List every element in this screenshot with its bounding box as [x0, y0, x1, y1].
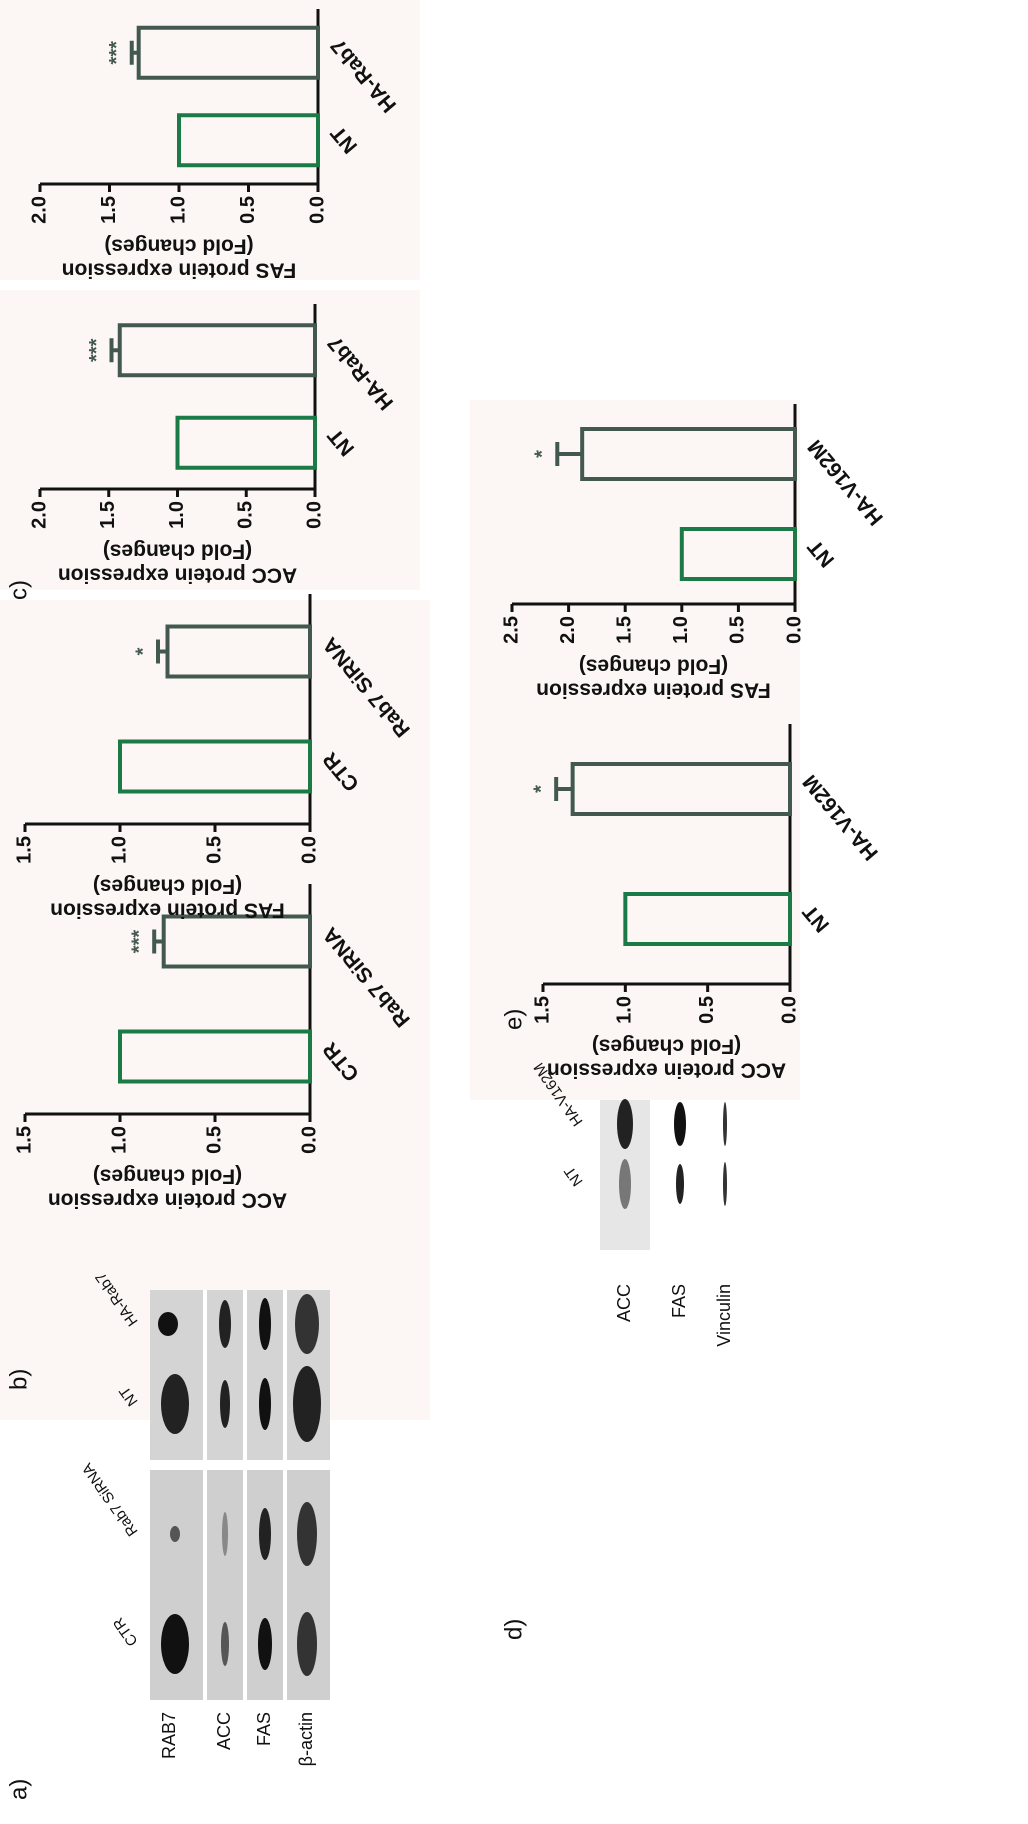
y-tick-label: 0.5	[237, 196, 259, 224]
blot-a	[150, 1290, 330, 1700]
band	[617, 1099, 633, 1149]
significance-label: *	[132, 647, 154, 655]
x-tick-label: NT	[803, 535, 839, 571]
panel-label: b)	[5, 1369, 32, 1390]
y-tick-label: 1.5	[13, 1126, 35, 1154]
significance-label: ***	[106, 41, 128, 65]
blot-column-label: NT	[561, 1163, 586, 1189]
y-tick-label: 2.0	[28, 501, 50, 529]
y-axis-label: ACC protein expression	[547, 1058, 786, 1081]
y-tick-label: 1.0	[167, 196, 189, 224]
y-tick-label: 0.5	[203, 836, 225, 864]
blot-row-label: FAS	[254, 1712, 274, 1746]
blot-d	[600, 1099, 727, 1250]
y-axis-label: (Fold changes)	[93, 874, 242, 897]
significance-label: *	[530, 785, 552, 793]
blot-row-label: β-actin	[296, 1712, 316, 1766]
y-tick-label: 1.5	[98, 196, 120, 224]
y-tick-label: 1.5	[97, 501, 119, 529]
panel-label: a)	[5, 1779, 32, 1800]
panel-label: d)	[500, 1619, 527, 1640]
x-tick-label: NT	[798, 900, 834, 936]
y-tick-label: 0.5	[727, 616, 749, 644]
band	[619, 1159, 631, 1209]
y-tick-label: 1.0	[166, 501, 188, 529]
y-tick-label: 2.0	[28, 196, 50, 224]
y-tick-label: 1.5	[13, 836, 35, 864]
blot-row-label: Vinculin	[714, 1284, 734, 1347]
band	[676, 1164, 684, 1204]
y-tick-label: 1.5	[613, 616, 635, 644]
x-tick-label: HA-V162M	[798, 770, 882, 864]
y-tick-label: 0.0	[306, 196, 328, 224]
band	[259, 1508, 271, 1560]
band	[297, 1502, 317, 1566]
y-tick-label: 1.0	[670, 616, 692, 644]
y-tick-label: 0.0	[778, 996, 800, 1024]
y-axis-label: FAS protein expression	[62, 258, 297, 281]
band	[293, 1366, 321, 1442]
band	[161, 1374, 189, 1434]
band	[221, 1622, 229, 1666]
y-tick-label: 1.0	[614, 996, 636, 1024]
y-tick-label: 2.5	[500, 616, 522, 644]
band	[258, 1618, 272, 1670]
band	[158, 1312, 178, 1336]
y-axis-label: ACC protein expression	[58, 563, 297, 586]
y-tick-label: 1.5	[531, 996, 553, 1024]
y-tick-label: 0.0	[298, 836, 320, 864]
y-axis-label: FAS protein expression	[536, 678, 771, 701]
band	[170, 1526, 180, 1542]
band	[723, 1162, 727, 1206]
y-axis-label: (Fold changes)	[103, 539, 252, 562]
significance-label: ***	[128, 930, 150, 954]
band	[161, 1614, 189, 1674]
blot-column-label: CTR	[110, 1614, 142, 1649]
band	[674, 1102, 686, 1146]
band	[259, 1298, 271, 1350]
figure: a) b) c) d) e) RAB7 ACC FAS β-actin CTR Rab7 SiRNA…	[0, 0, 1028, 1824]
y-tick-label: 0.0	[303, 501, 325, 529]
y-tick-label: 0.5	[696, 996, 718, 1024]
blot-row-label: RAB7	[159, 1712, 179, 1759]
y-tick-label: 0.5	[203, 1126, 225, 1154]
band	[297, 1612, 317, 1676]
y-axis-label: (Fold changes)	[579, 654, 728, 677]
band	[295, 1294, 319, 1354]
significance-label: ***	[86, 338, 108, 362]
band	[723, 1102, 727, 1146]
y-tick-label: 0.0	[783, 616, 805, 644]
y-tick-label: 1.0	[108, 836, 130, 864]
panel-label: c)	[5, 580, 32, 600]
y-tick-label: 0.0	[298, 1126, 320, 1154]
blot-row-label: ACC	[614, 1284, 634, 1322]
band	[220, 1380, 230, 1428]
rotated-figure: a) b) c) d) e) RAB7 ACC FAS β-actin CTR Rab7 SiRNA…	[0, 0, 888, 1800]
blot-row-label: FAS	[669, 1284, 689, 1318]
y-tick-label: 0.5	[235, 501, 257, 529]
y-axis-label: (Fold changes)	[104, 234, 253, 257]
band	[222, 1512, 228, 1556]
band	[259, 1378, 271, 1430]
y-axis-label: (Fold changes)	[93, 1164, 242, 1187]
panel-label: e)	[500, 1009, 527, 1030]
blot-column-label: Rab7 SiRNA	[79, 1460, 142, 1539]
blot-row-label: ACC	[214, 1712, 234, 1750]
band	[219, 1300, 231, 1348]
y-tick-label: 1.0	[108, 1126, 130, 1154]
x-tick-label: HA-V162M	[803, 435, 887, 529]
panel-e-background	[470, 400, 800, 1100]
y-axis-label: FAS protein expression	[50, 898, 285, 921]
y-tick-label: 2.0	[557, 616, 579, 644]
significance-label: *	[532, 450, 554, 458]
y-axis-label: (Fold changes)	[592, 1034, 741, 1057]
y-axis-label: ACC protein expression	[48, 1188, 287, 1211]
